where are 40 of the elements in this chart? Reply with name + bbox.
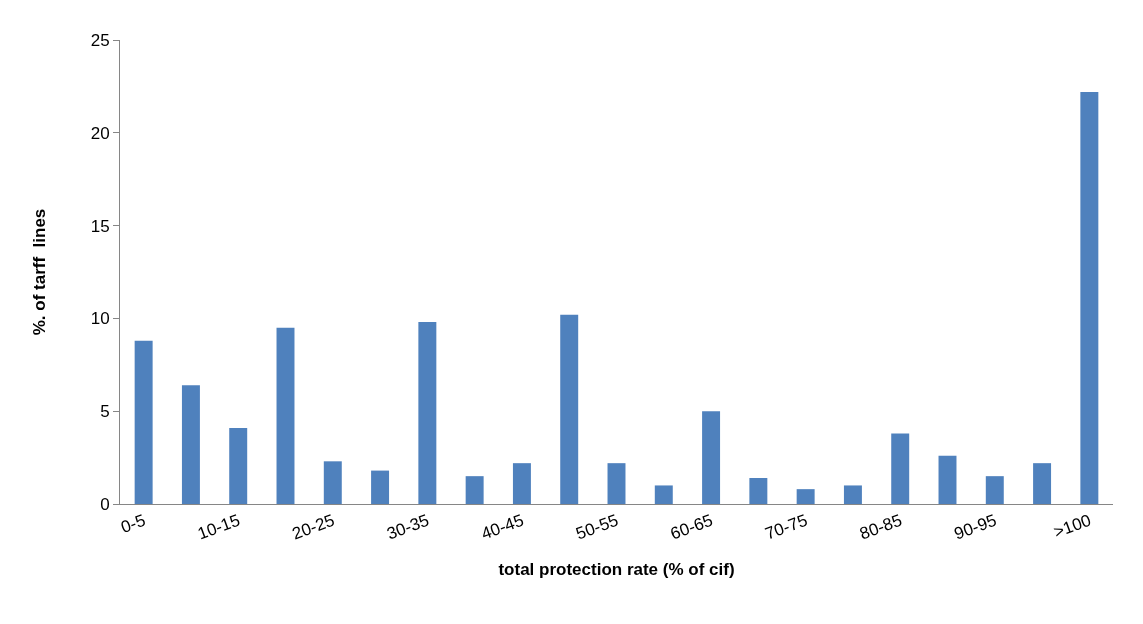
y-tick-label: 10	[90, 309, 110, 329]
x-tick-label: 80-85	[857, 510, 905, 544]
bar	[276, 327, 295, 504]
bar	[843, 485, 862, 504]
bar	[796, 489, 815, 504]
bar	[560, 314, 579, 504]
bar	[749, 478, 768, 504]
x-axis-title: total protection rate (% of cif)	[498, 559, 735, 579]
bar	[134, 340, 153, 504]
y-tick-label: 15	[90, 216, 110, 236]
y-tick-label: 0	[100, 494, 110, 514]
y-tick-label: 20	[90, 123, 110, 143]
y-tick-label: 5	[100, 402, 110, 422]
bar	[1080, 91, 1099, 504]
bar	[654, 485, 673, 504]
bar	[702, 411, 721, 504]
x-tick-label: 20-25	[289, 510, 338, 544]
x-tick-label: 50-55	[573, 510, 621, 544]
bar	[465, 476, 484, 504]
bar	[607, 463, 626, 504]
x-tick-label: 70-75	[762, 510, 810, 544]
bar	[938, 455, 957, 504]
bar	[371, 470, 390, 504]
x-tick-label: 90-95	[951, 510, 1000, 544]
bar	[985, 476, 1004, 504]
bar	[891, 433, 910, 504]
bar	[229, 427, 248, 504]
bar	[1033, 463, 1052, 504]
bar	[323, 461, 342, 504]
bar	[181, 385, 200, 504]
bar	[418, 322, 437, 504]
bar	[512, 463, 531, 504]
y-tick-label: 25	[90, 30, 110, 50]
x-tick-label: 0-5	[118, 510, 148, 538]
x-tick-label: 30-35	[384, 510, 432, 544]
x-tick-label: 60-65	[667, 510, 716, 544]
y-axis-title: %. of tarff lines	[30, 208, 50, 336]
x-tick-label: 40-45	[478, 510, 527, 544]
x-tick-label: >100	[1051, 510, 1094, 542]
x-tick-label: 10-15	[195, 510, 243, 544]
